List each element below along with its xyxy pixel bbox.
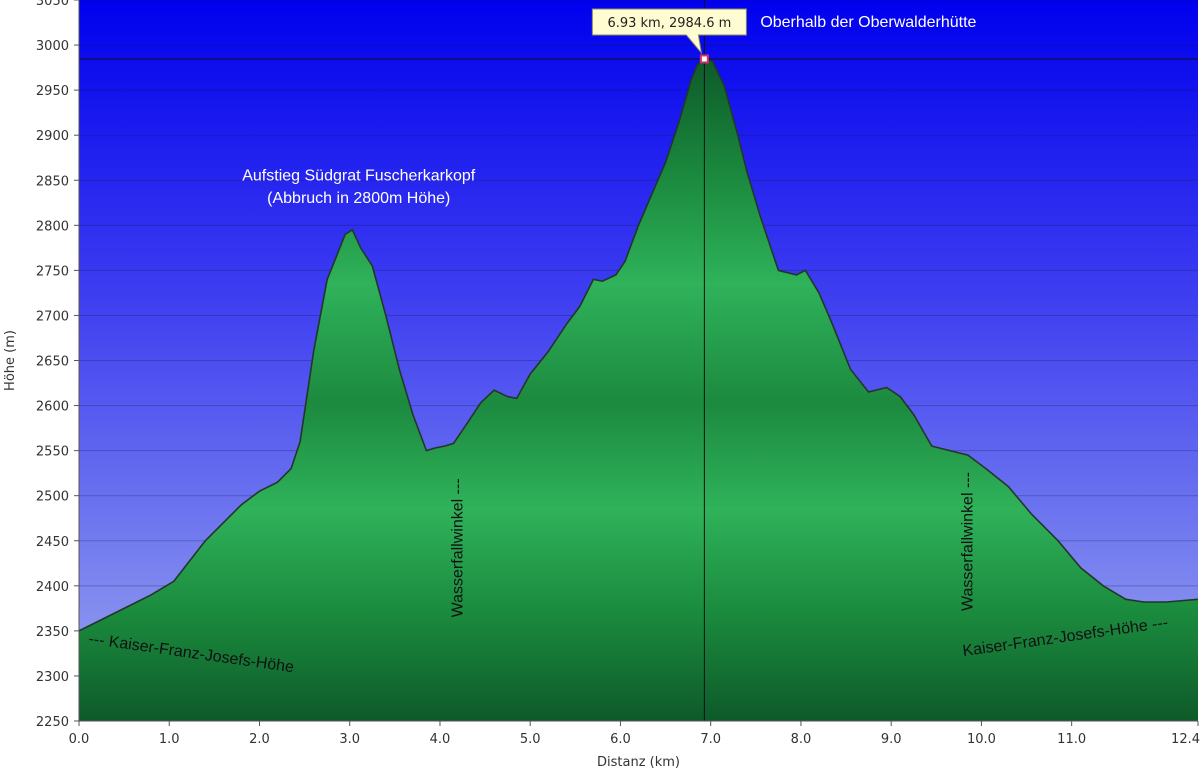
y-tick-label: 2400 <box>36 580 69 595</box>
elevation-area <box>79 58 1198 721</box>
y-tick-label: 2600 <box>36 400 69 415</box>
y-tick-label: 2850 <box>36 174 69 189</box>
x-tick-label: 7.0 <box>700 732 721 747</box>
x-tick-label: 8.0 <box>791 732 812 747</box>
x-tick-label: 0.0 <box>69 732 90 747</box>
x-tick-label: 4.0 <box>430 732 451 747</box>
y-tick-label: 2350 <box>36 625 69 640</box>
y-tick-label: 2550 <box>36 445 69 460</box>
annotation-label: Aufstieg Südgrat Fuscherkarkopf <box>242 167 476 184</box>
y-tick-label: 3050 <box>36 0 69 9</box>
y-tick-label: 2800 <box>36 219 69 234</box>
y-tick-label: 2900 <box>36 129 69 144</box>
elevation-line <box>78 58 1199 632</box>
y-tick-label: 2650 <box>36 355 69 370</box>
y-tick-label: 2300 <box>36 670 69 685</box>
x-axis-title: Distanz (km) <box>597 755 680 770</box>
x-tick-label: 1.0 <box>159 732 180 747</box>
x-tick-label: 3.0 <box>339 732 360 747</box>
annotation-label: Wasserfallwinkel --- <box>959 472 976 611</box>
x-tick-label: 9.0 <box>881 732 902 747</box>
y-tick-label: 2700 <box>36 309 69 324</box>
tooltip-box <box>591 8 747 55</box>
x-tick-label: 6.0 <box>610 732 631 747</box>
annotation-label: (Abbruch in 2800m Höhe) <box>267 190 450 207</box>
x-tick-label: 2.0 <box>249 732 270 747</box>
crosshair <box>79 0 1198 721</box>
annotation-label: Oberhalb der Oberwalderhütte <box>760 14 976 31</box>
x-tick-label: 10.0 <box>967 732 996 747</box>
x-tick-label: 11.0 <box>1057 732 1086 747</box>
y-tick-label: 3000 <box>36 39 69 54</box>
y-tick-label: 2500 <box>36 490 69 505</box>
selected-point-marker[interactable] <box>699 54 709 64</box>
y-tick-label: 2250 <box>36 715 69 730</box>
y-tick-label: 2950 <box>36 84 69 99</box>
y-tick-label: 2750 <box>36 264 69 279</box>
x-tick-label: 5.0 <box>520 732 541 747</box>
x-tick-label: 12.4 <box>1171 732 1200 747</box>
y-axis-ticks: 2250 2300 2350 2400 2450 2500 2550 2600 2650 2700… <box>36 0 79 730</box>
y-tick-label: 2450 <box>36 535 69 550</box>
tooltip-text: 6.93 km, 2984.6 m <box>607 16 731 31</box>
y-axis-title: Höhe (m) <box>3 330 18 391</box>
x-axis-ticks: 0.0 1.0 2.0 3.0 4.0 5.0 6.0 7.0 8.0 9.0 10.0 11.0 12… <box>69 721 1200 747</box>
position-tooltip: 6.93 km, 2984.6 m <box>591 8 747 55</box>
annotation-label: Wasserfallwinkel --- <box>450 478 467 617</box>
